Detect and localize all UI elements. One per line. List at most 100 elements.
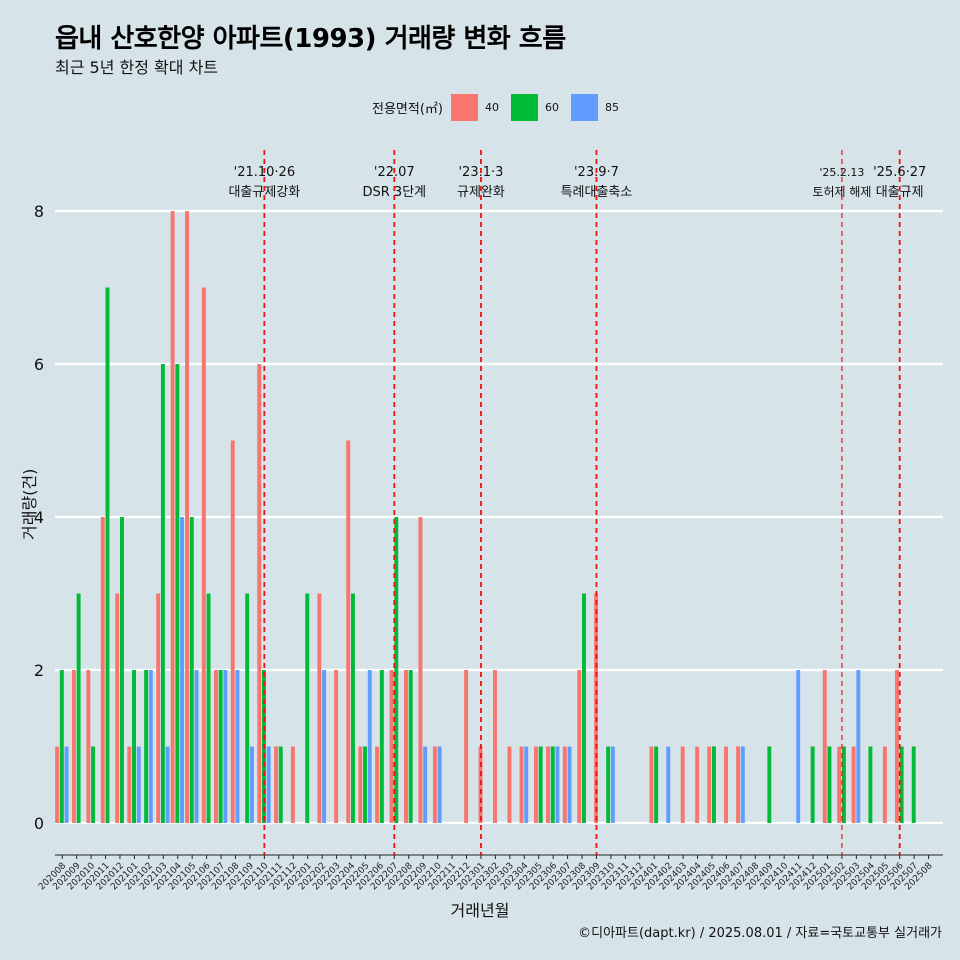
- bar-85-202104: [180, 517, 185, 823]
- bar-85-202307: [567, 746, 572, 823]
- bar-60-202009: [76, 593, 81, 823]
- bar-60-202208: [408, 670, 413, 823]
- bar-85-202202: [322, 670, 327, 823]
- bar-60-202308: [582, 593, 586, 823]
- bar-40-202303: [507, 746, 512, 823]
- bar-85-202310: [610, 746, 615, 823]
- bar-40-202101: [127, 746, 132, 823]
- event-name-label: 특례대출축소: [561, 185, 633, 200]
- bar-40-202405: [707, 746, 712, 823]
- bar-60-202109: [245, 593, 250, 823]
- bar-85-202108: [235, 670, 240, 823]
- event-date-label: '22.07: [374, 165, 415, 180]
- bar-60-202507: [911, 746, 916, 823]
- bar-40-202112: [290, 746, 295, 823]
- bar-40-202307: [562, 746, 567, 823]
- bar-85-202105: [194, 670, 199, 823]
- bar-60-202011: [105, 287, 110, 823]
- bar-40-202206: [375, 746, 380, 823]
- bar-60-202102: [144, 670, 149, 823]
- bar-40-202501: [822, 670, 827, 823]
- event-date-label: '23.1·3: [458, 165, 503, 180]
- bar-85-202103: [165, 746, 170, 823]
- bar-85-202110: [266, 746, 271, 823]
- event-name-label: 대출규제강화: [228, 185, 300, 200]
- chart-title: 읍내 산호한양 아파트(1993) 거래량 변화 흐름: [55, 24, 566, 54]
- bar-85-202209: [423, 746, 428, 823]
- bar-40-202008: [55, 746, 60, 823]
- bar-40-202401: [649, 746, 654, 823]
- legend-label-40: 40: [484, 100, 499, 114]
- bar-40-202204: [346, 440, 351, 823]
- bar-40-202106: [201, 287, 206, 823]
- y-tick-label: 6: [34, 355, 44, 374]
- legend-label-85: 85: [604, 100, 619, 114]
- y-axis-label: 거래량(건): [20, 468, 39, 540]
- legend-key-60: [510, 93, 538, 121]
- bar-60-202103: [160, 364, 165, 823]
- bar-40-202306: [546, 746, 550, 823]
- bar-40-202011: [100, 517, 105, 823]
- event-date-label: '25.6·27: [873, 165, 926, 180]
- bar-85-202008: [64, 746, 69, 823]
- bar-85-202102: [148, 670, 153, 823]
- bar-40-202404: [695, 746, 700, 823]
- legend: 전용면적(㎡) 40 60 85: [372, 92, 631, 122]
- bar-40-202108: [230, 440, 235, 823]
- x-axis-label: 거래년월: [450, 901, 510, 920]
- bar-60-202107: [218, 670, 223, 823]
- event-name-label: 대출규제: [876, 185, 924, 200]
- bar-60-202412: [810, 746, 815, 823]
- bar-60-202401: [654, 746, 659, 823]
- bar-40-202104: [170, 211, 175, 823]
- bar-60-202104: [175, 364, 180, 823]
- source-caption: ©디아파트(dapt.kr) / 2025.08.01 / 자료=국토교통부 실…: [578, 926, 942, 941]
- bar-85-202402: [666, 746, 671, 823]
- bar-60-202201: [305, 593, 310, 823]
- chart-subtitle: 최근 5년 한정 확대 차트: [55, 58, 219, 77]
- bar-60-202310: [606, 746, 611, 823]
- bar-40-202012: [115, 593, 120, 823]
- y-tick-label: 4: [34, 508, 44, 527]
- bar-60-202206: [379, 670, 384, 823]
- bar-85-202411: [796, 670, 801, 823]
- bar-60-202506: [899, 746, 904, 823]
- event-name-label: 토허제 해제: [812, 185, 871, 199]
- bar-40-202203: [334, 670, 339, 823]
- bar-40-202304: [519, 746, 524, 823]
- bar-85-202107: [223, 670, 228, 823]
- bar-40-202210: [432, 746, 437, 823]
- bar-40-202111: [274, 746, 279, 823]
- bar-60-202405: [711, 746, 716, 823]
- legend-label-60: 60: [544, 100, 559, 114]
- bar-40-202010: [86, 670, 91, 823]
- bar-85-202109: [249, 746, 254, 823]
- bar-40-202406: [724, 746, 728, 823]
- bar-40-202105: [185, 211, 190, 823]
- y-tick-label: 2: [34, 661, 44, 680]
- bar-40-202506: [894, 670, 899, 823]
- bar-85-202101: [136, 746, 141, 823]
- bar-60-202305: [538, 746, 543, 823]
- bar-40-202305: [533, 746, 538, 823]
- bar-60-202504: [868, 746, 873, 823]
- bar-40-202207: [389, 670, 394, 823]
- bar-85-202304: [524, 746, 529, 823]
- bar-40-202403: [680, 746, 685, 823]
- bar-40-202009: [71, 670, 76, 823]
- bar-40-202212: [464, 670, 469, 823]
- bar-40-202202: [317, 593, 322, 823]
- bar-60-202010: [91, 746, 96, 823]
- y-tick-label: 0: [34, 814, 44, 833]
- event-date-label: '25.2.13: [819, 166, 864, 179]
- bar-40-202502: [837, 746, 842, 823]
- legend-key-40: [450, 93, 478, 121]
- bar-60-202409: [767, 746, 772, 823]
- bar-60-202205: [363, 746, 367, 823]
- bar-60-202111: [278, 746, 283, 823]
- y-tick-label: 8: [34, 202, 44, 221]
- bar-85-202306: [555, 746, 560, 823]
- event-date-label: '21.10·26: [234, 165, 295, 180]
- bar-40-202503: [851, 746, 856, 823]
